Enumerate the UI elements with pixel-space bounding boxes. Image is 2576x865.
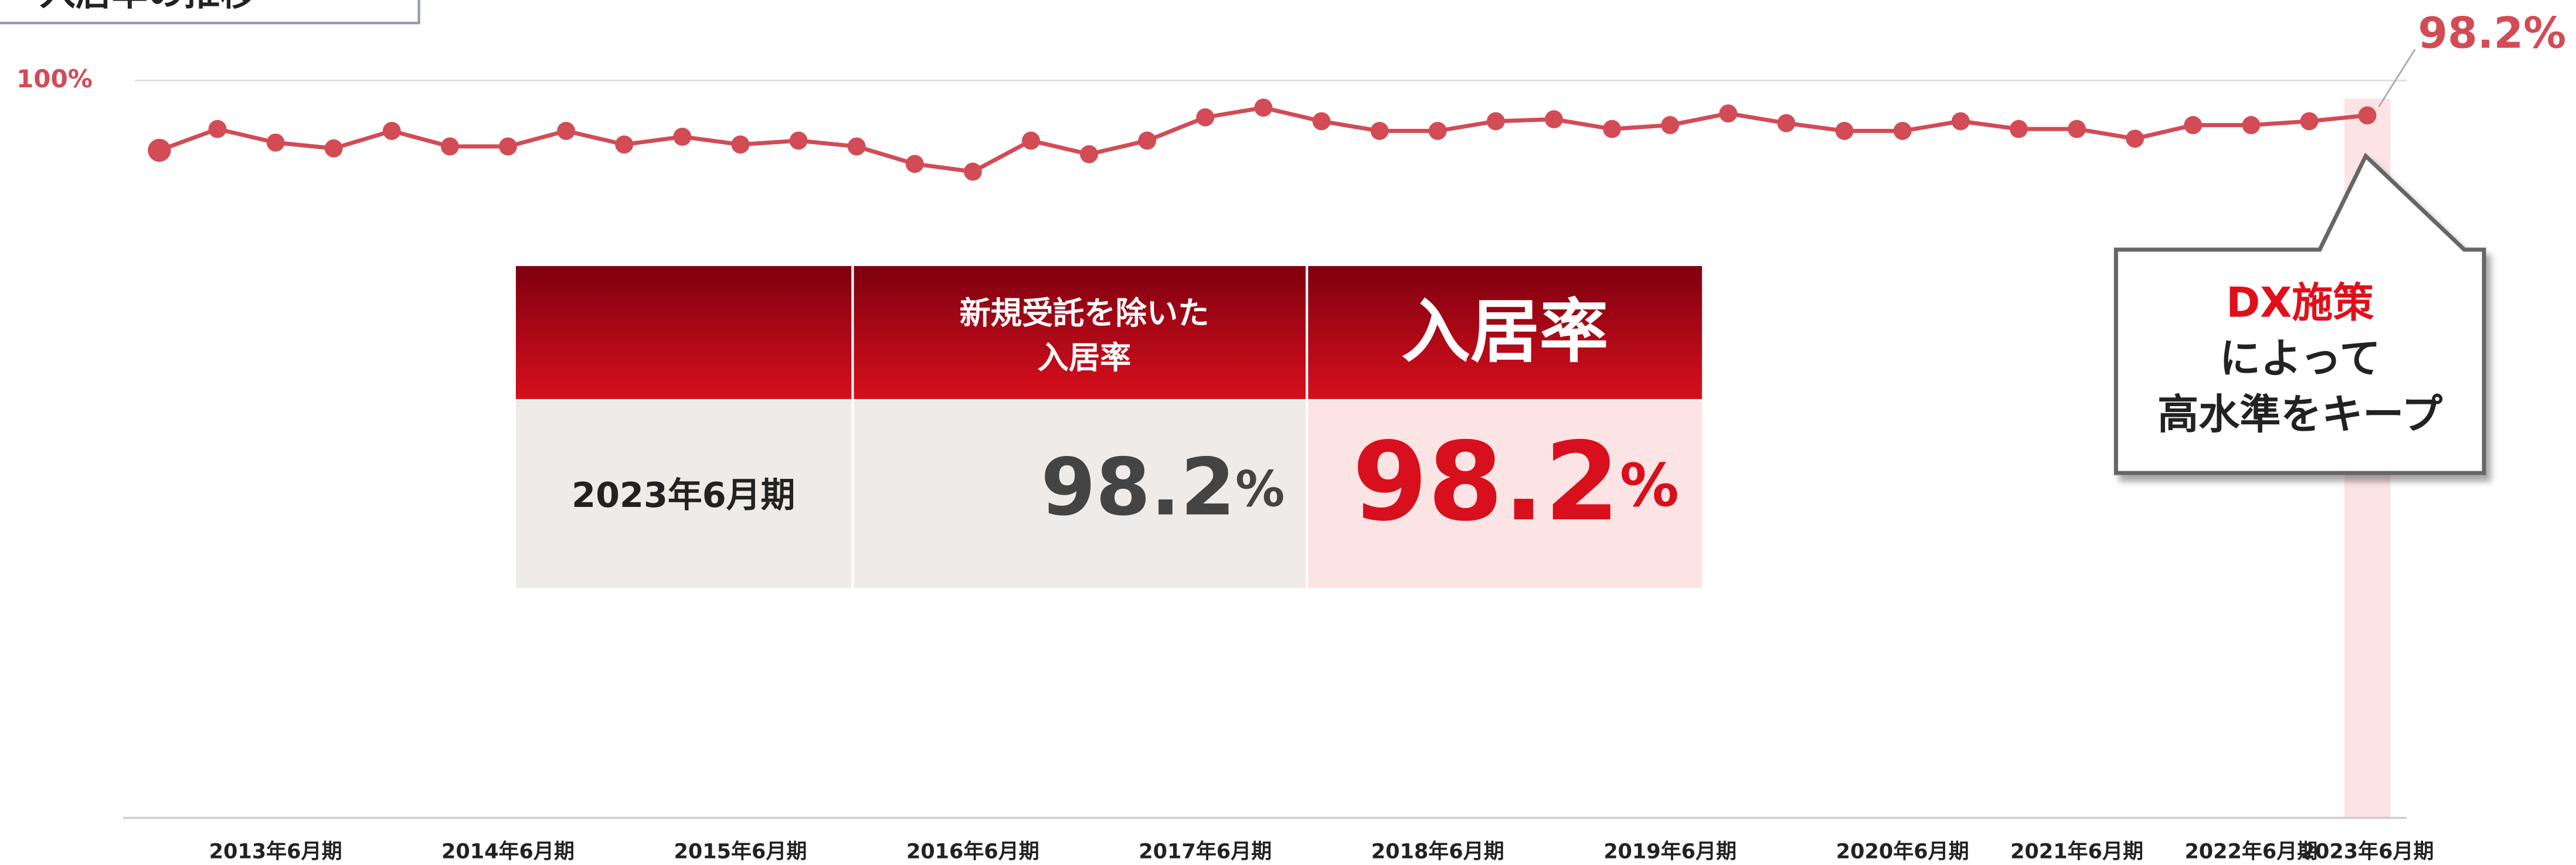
- x-tick-label: 2023年6月期: [2301, 839, 2434, 863]
- x-tick-label: 2014年6月期: [441, 839, 575, 863]
- data-point: [731, 135, 750, 154]
- callout-line: 高水準をキープ: [2157, 390, 2443, 438]
- title-box: [0, 0, 420, 25]
- data-point: [382, 121, 401, 140]
- data-point: [2010, 120, 2028, 138]
- data-point: [789, 131, 808, 150]
- value-unit: %: [1235, 461, 1284, 518]
- data-point: [963, 162, 982, 181]
- value-number: 98.2: [1352, 418, 1620, 545]
- data-point: [2184, 116, 2203, 134]
- x-tick-label: 2013年6月期: [209, 839, 342, 863]
- callout-highlight: DX施策: [2226, 278, 2374, 326]
- table-header-text: 入居率: [1038, 339, 1131, 376]
- data-line: [158, 105, 2368, 174]
- data-point: [905, 155, 924, 173]
- data-point: [440, 137, 459, 156]
- x-tick-label: 2016年6月期: [906, 839, 1039, 863]
- x-tick-label: 2021年6月期: [2010, 839, 2143, 863]
- data-point: [673, 127, 692, 146]
- data-point: [1777, 114, 1796, 132]
- data-point: [1428, 121, 1447, 140]
- data-point: [2358, 106, 2377, 125]
- x-tick-label: 2022年6月期: [2184, 839, 2317, 863]
- data-point: [1545, 110, 1563, 128]
- table-value: 98.2%: [1041, 441, 1284, 533]
- data-point: [1487, 112, 1505, 131]
- data-point: [1080, 145, 1099, 164]
- data-point: [499, 137, 517, 156]
- callout-box: [2113, 152, 2486, 475]
- table-header: [515, 265, 1702, 399]
- data-point: [1138, 131, 1157, 150]
- data-point: [1370, 121, 1389, 140]
- data-point: [1022, 131, 1040, 150]
- data-point: [208, 120, 227, 138]
- table-value: 98.2%: [1352, 418, 1679, 545]
- data-point: [1893, 121, 1912, 140]
- table-cell: [1307, 400, 1702, 588]
- x-tick-label: 2017年6月期: [1139, 839, 1272, 863]
- value-unit: %: [1620, 451, 1679, 520]
- callout: [2113, 152, 2486, 475]
- x-tick-label: 2020年6月期: [1836, 839, 1969, 863]
- data-point: [148, 138, 171, 162]
- data-point: [324, 139, 343, 158]
- x-tick-label: 2018年6月期: [1371, 839, 1504, 863]
- data-point: [1719, 104, 1738, 123]
- data-point: [2242, 116, 2261, 134]
- data-point: [2300, 112, 2319, 131]
- data-point: [1196, 108, 1215, 127]
- table-header-text: 新規受託を除いた: [960, 295, 1209, 332]
- data-point: [615, 135, 634, 154]
- data-point: [847, 137, 866, 156]
- value-number: 98.2: [1041, 441, 1235, 533]
- plot: 100% 2013年6月期 2014年6月期 2015年6月期 2016年6月期 2017…: [16, 9, 2566, 864]
- leader-line: [2378, 49, 2416, 107]
- table-cell: [515, 400, 1306, 588]
- data-point: [266, 133, 285, 152]
- data-point: [557, 121, 576, 140]
- value-label: 98.2%: [2418, 9, 2566, 59]
- table-row-label: 2023年6月期: [572, 475, 795, 515]
- y-tick-label: 100%: [16, 64, 93, 93]
- data-point: [1312, 112, 1331, 131]
- data-point: [2126, 130, 2145, 148]
- data-point: [1835, 121, 1854, 140]
- table: 新規受託を除いた 入居率 入居率 2023年6月期 98.2% 98.2%: [515, 265, 1702, 588]
- data-point: [1603, 120, 1622, 138]
- data-point: [1254, 98, 1273, 117]
- x-tick-label: 2019年6月期: [1603, 839, 1736, 863]
- data-point: [1951, 112, 1970, 131]
- callout-line: によって: [2220, 335, 2381, 383]
- chart-title: 入居率の推移: [39, 0, 256, 14]
- x-tick-label: 2015年6月期: [674, 839, 807, 863]
- data-point: [1661, 116, 1680, 134]
- table-header-text: 入居率: [1401, 292, 1608, 372]
- data-point: [2068, 120, 2086, 138]
